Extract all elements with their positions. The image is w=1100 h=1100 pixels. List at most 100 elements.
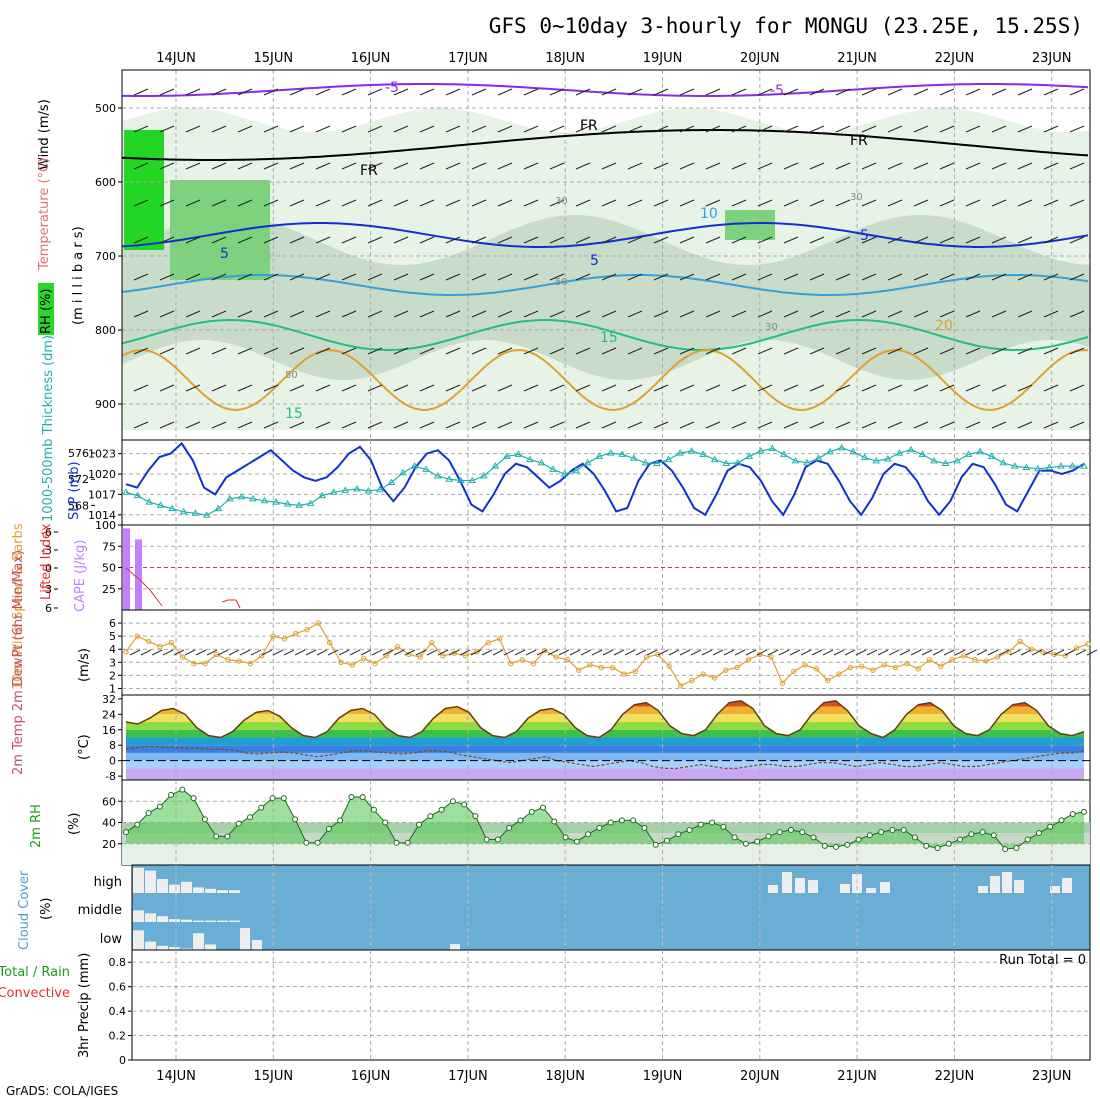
tick-label: 0.2 [109, 1030, 127, 1043]
wind-barb [237, 199, 253, 207]
wind10-point [1073, 645, 1080, 651]
wind10-point [168, 639, 174, 646]
ylabel-lifted-index: Lifted Index [39, 523, 54, 600]
wind-barb [1017, 162, 1033, 170]
temp-band [126, 768, 1084, 780]
wind-barb [185, 199, 201, 207]
wind-barb [1017, 125, 1033, 133]
rh-point [303, 839, 310, 846]
wind-barb [783, 125, 799, 133]
cloud-bar [205, 888, 216, 893]
wind10-barb [415, 649, 427, 656]
wind-barb [471, 421, 487, 429]
wind-barb [185, 421, 201, 429]
wind-barb [965, 310, 981, 318]
wind10-barb [613, 649, 625, 656]
wind-barb [731, 236, 747, 244]
date-label-top: 21JUN [837, 51, 877, 66]
wind-barb [653, 236, 669, 244]
wind-barb [757, 125, 773, 133]
wind10-barb [327, 649, 339, 656]
thickness-point [699, 450, 707, 457]
wind-barb [263, 236, 279, 244]
wind-barb [601, 125, 617, 133]
rh-point [483, 836, 490, 843]
wind10-point [858, 663, 865, 669]
rh-point [292, 816, 299, 823]
cape-bar [123, 528, 130, 610]
wind-barb [367, 125, 383, 133]
date-label-top: 15JUN [253, 51, 293, 66]
wind-barb [211, 199, 227, 207]
wind-barb [861, 273, 877, 281]
wind-barb [185, 125, 201, 133]
wind-barb [939, 347, 955, 355]
date-label-top: 14JUN [156, 51, 196, 66]
wind-barb [627, 347, 643, 355]
wind-barb [419, 125, 435, 133]
contour-label: FR [580, 118, 598, 134]
temp-lines [122, 700, 1090, 770]
wind-barb [731, 347, 747, 355]
wind-barb [497, 384, 513, 392]
ylabel-rh2m: 2m RH [29, 804, 44, 848]
wind-barb [913, 199, 929, 207]
cloud-bar [193, 920, 204, 922]
wind-barb [783, 273, 799, 281]
wind10-point [259, 653, 265, 659]
wind-barb [809, 199, 825, 207]
cloud-bar [181, 948, 192, 950]
wind-barb [861, 310, 877, 318]
rh-point [213, 833, 220, 840]
wind-barb [627, 310, 643, 318]
wind-barb [237, 347, 253, 355]
cloud-bar [181, 919, 192, 922]
wind10-point [791, 668, 797, 675]
rh-point [754, 838, 761, 845]
wind-barb [367, 347, 383, 355]
thickness-point [341, 486, 350, 493]
wind10-point [632, 668, 638, 675]
tick-label: 600 [95, 176, 116, 189]
rh-point [833, 843, 840, 850]
wind-barb [497, 236, 513, 244]
thickness-point [710, 455, 719, 463]
wind-barb [913, 347, 929, 355]
wind10-barb [206, 649, 218, 656]
tick-label: 1014 [88, 509, 116, 522]
wind-barb [393, 236, 409, 244]
ylabel-slp: SLP (mb) [67, 461, 82, 520]
thickness-point [1068, 462, 1077, 469]
tick-label: 572 [68, 473, 89, 486]
thickness-point [202, 511, 211, 518]
wind10-barb [679, 649, 691, 656]
cloud-bar [768, 885, 778, 893]
wind10-point [270, 633, 276, 639]
wind-barb [237, 310, 253, 318]
wind10-point [123, 649, 129, 655]
rh-point [742, 840, 749, 847]
wind-barb [679, 88, 695, 96]
rh-point [528, 808, 535, 815]
wind-barb [133, 310, 149, 318]
thickness-point [283, 500, 292, 507]
wind-barb [393, 125, 409, 133]
thickness-point [122, 488, 130, 495]
rh-point [427, 813, 434, 820]
wind-barb [393, 421, 409, 429]
lifted-index-line [125, 567, 163, 607]
wind-barb [627, 199, 643, 207]
rh-point [551, 818, 558, 825]
wind-barb [757, 88, 773, 96]
thickness-point [214, 504, 223, 512]
thickness-point [318, 491, 327, 499]
thickness-point [456, 476, 465, 484]
wind-barb [575, 310, 591, 318]
wind-barb [341, 384, 357, 392]
wind-barb [731, 162, 747, 170]
wind10-barb [1009, 649, 1021, 656]
wind10-point [1062, 653, 1069, 659]
wind-barb [133, 273, 149, 281]
wind-barb [497, 347, 513, 355]
wind-barb [263, 199, 279, 207]
